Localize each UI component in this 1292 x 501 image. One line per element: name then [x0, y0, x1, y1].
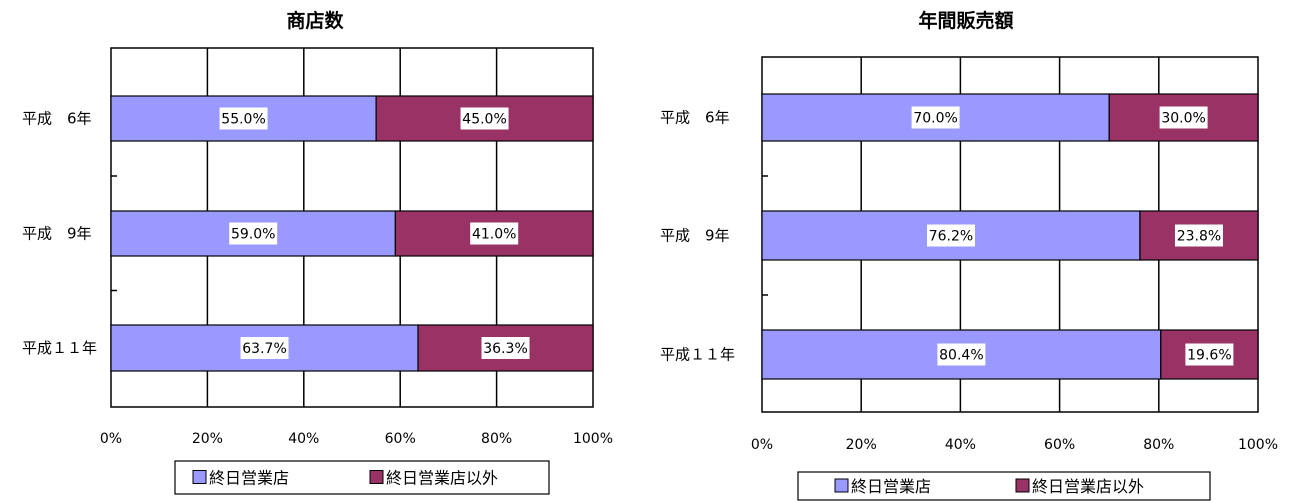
- x-tick-label: 80%: [1143, 437, 1174, 453]
- x-tick-label: 60%: [1044, 437, 1075, 453]
- chart-2: 年間販売額 0% 20% 40% 60% 80% 100% 平成 6年 70.0% 30.0% 平成…: [660, 9, 1278, 501]
- legend-label-all-day: 終日営業店: [209, 469, 289, 488]
- category-label: 平成１１年: [660, 346, 735, 364]
- data-label: 45.0%: [462, 112, 506, 128]
- x-tick-label: 0%: [751, 437, 773, 453]
- legend-swatch-all-day: [192, 470, 207, 484]
- x-tick-label: 40%: [288, 431, 319, 447]
- data-label: 55.0%: [221, 112, 265, 128]
- data-label: 63.7%: [242, 341, 286, 357]
- data-label-bg: [460, 107, 509, 130]
- x-tick-label: 0%: [100, 431, 122, 447]
- legend: 終日営業店 終日営業店以外: [797, 471, 1211, 501]
- legend-swatch-other: [1015, 478, 1030, 493]
- chart-title: 商店数: [286, 9, 344, 32]
- data-label-bg: [1185, 343, 1234, 366]
- legend-swatch-other: [369, 470, 384, 484]
- chart-title: 年間販売額: [918, 9, 1013, 32]
- x-tick-label: 60%: [385, 431, 416, 447]
- bar-other-3: [1160, 329, 1259, 380]
- x-tick-label: 80%: [481, 431, 512, 447]
- data-label-bg: [470, 222, 519, 245]
- data-label: 80.4%: [939, 348, 983, 364]
- data-label-bg: [926, 224, 975, 247]
- category-label: 平成１１年: [22, 339, 97, 357]
- x-tick-label: 100%: [573, 431, 613, 447]
- data-label: 30.0%: [1161, 111, 1205, 127]
- legend-label-other: 終日営業店以外: [1032, 477, 1144, 496]
- data-label: 59.0%: [231, 227, 275, 243]
- data-label-bg: [911, 106, 960, 129]
- data-label: 76.2%: [929, 229, 973, 245]
- data-label-bg: [481, 337, 530, 359]
- x-tick-label: 20%: [846, 437, 877, 453]
- category-label: 平成 6年: [660, 109, 730, 127]
- x-tick-label: 100%: [1238, 437, 1278, 453]
- data-label: 19.6%: [1187, 348, 1231, 364]
- legend-box: [174, 460, 550, 495]
- data-label-bg: [229, 222, 278, 245]
- legend: 終日営業店 終日営業店以外: [174, 460, 550, 495]
- data-label: 41.0%: [472, 227, 516, 243]
- x-tick-label: 40%: [945, 437, 976, 453]
- x-tick-label: 20%: [192, 431, 223, 447]
- data-label-bg: [240, 337, 289, 359]
- category-label: 平成 9年: [660, 227, 730, 245]
- data-label: 70.0%: [913, 111, 957, 127]
- category-label: 平成 9年: [22, 225, 92, 243]
- data-label: 36.3%: [483, 341, 527, 357]
- legend-label-all-day: 終日営業店: [851, 477, 931, 496]
- data-label-bg: [1174, 224, 1223, 247]
- category-label: 平成 6年: [22, 110, 92, 128]
- data-label: 23.8%: [1177, 229, 1221, 245]
- data-label-bg: [219, 107, 268, 130]
- legend-label-other: 終日営業店以外: [386, 469, 498, 488]
- data-label-bg: [937, 343, 986, 366]
- chart-1: 商店数 0% 20% 40% 60% 80% 100% 平成 6年 55.0% 45.0% 平成 9…: [22, 9, 613, 495]
- data-label-bg: [1159, 106, 1208, 129]
- legend-swatch-all-day: [834, 478, 849, 493]
- legend-box: [797, 471, 1211, 501]
